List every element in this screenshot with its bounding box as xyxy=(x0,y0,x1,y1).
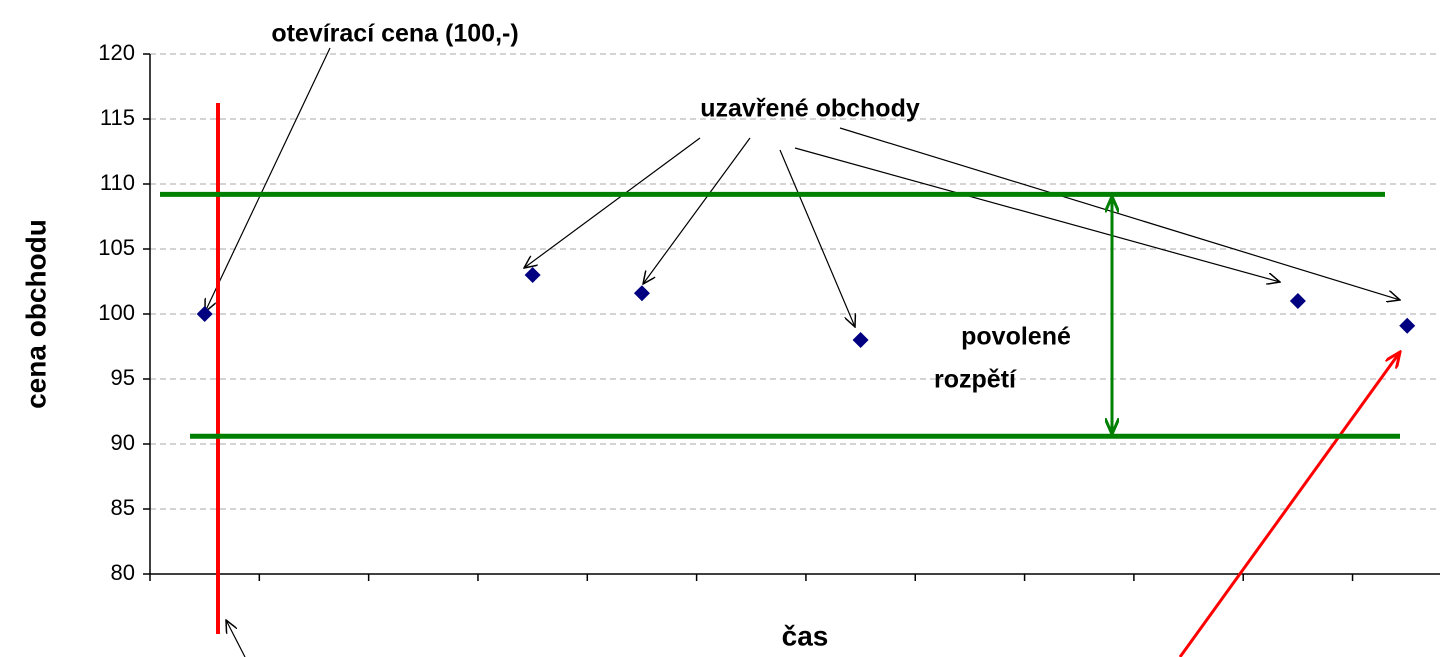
range-label: povolené xyxy=(961,323,1071,351)
arrow xyxy=(779,149,855,327)
point xyxy=(524,267,541,283)
arrow xyxy=(839,127,1400,300)
arrow xyxy=(794,147,1280,282)
y-tick-label: 110 xyxy=(100,170,135,195)
arrow xyxy=(524,137,701,268)
y-axis-title: cena obchodu xyxy=(20,219,51,409)
point xyxy=(196,306,213,322)
point xyxy=(1289,293,1306,309)
y-tick-label: 105 xyxy=(98,235,135,260)
trades-label: uzavřené obchody xyxy=(700,95,920,123)
range-label: rozpětí xyxy=(934,366,1017,394)
y-tick-label: 80 xyxy=(111,560,135,585)
arrow xyxy=(205,47,331,312)
arrow xyxy=(643,137,751,284)
red-arrow xyxy=(1178,352,1400,657)
y-tick-label: 85 xyxy=(111,495,135,520)
y-tick-label: 95 xyxy=(111,365,135,390)
point xyxy=(633,285,650,302)
x-axis-title: čas xyxy=(782,620,829,651)
point xyxy=(1399,317,1416,334)
opening-label: otevírací cena (100,-) xyxy=(271,20,518,48)
y-tick-label: 100 xyxy=(98,300,135,325)
point xyxy=(852,332,869,348)
arrows xyxy=(205,47,1400,657)
y-tick-label: 90 xyxy=(111,430,135,455)
arrow xyxy=(226,620,246,657)
y-tick-label: 120 xyxy=(98,40,135,65)
grid xyxy=(150,53,1440,575)
y-tick-label: 115 xyxy=(100,105,135,130)
